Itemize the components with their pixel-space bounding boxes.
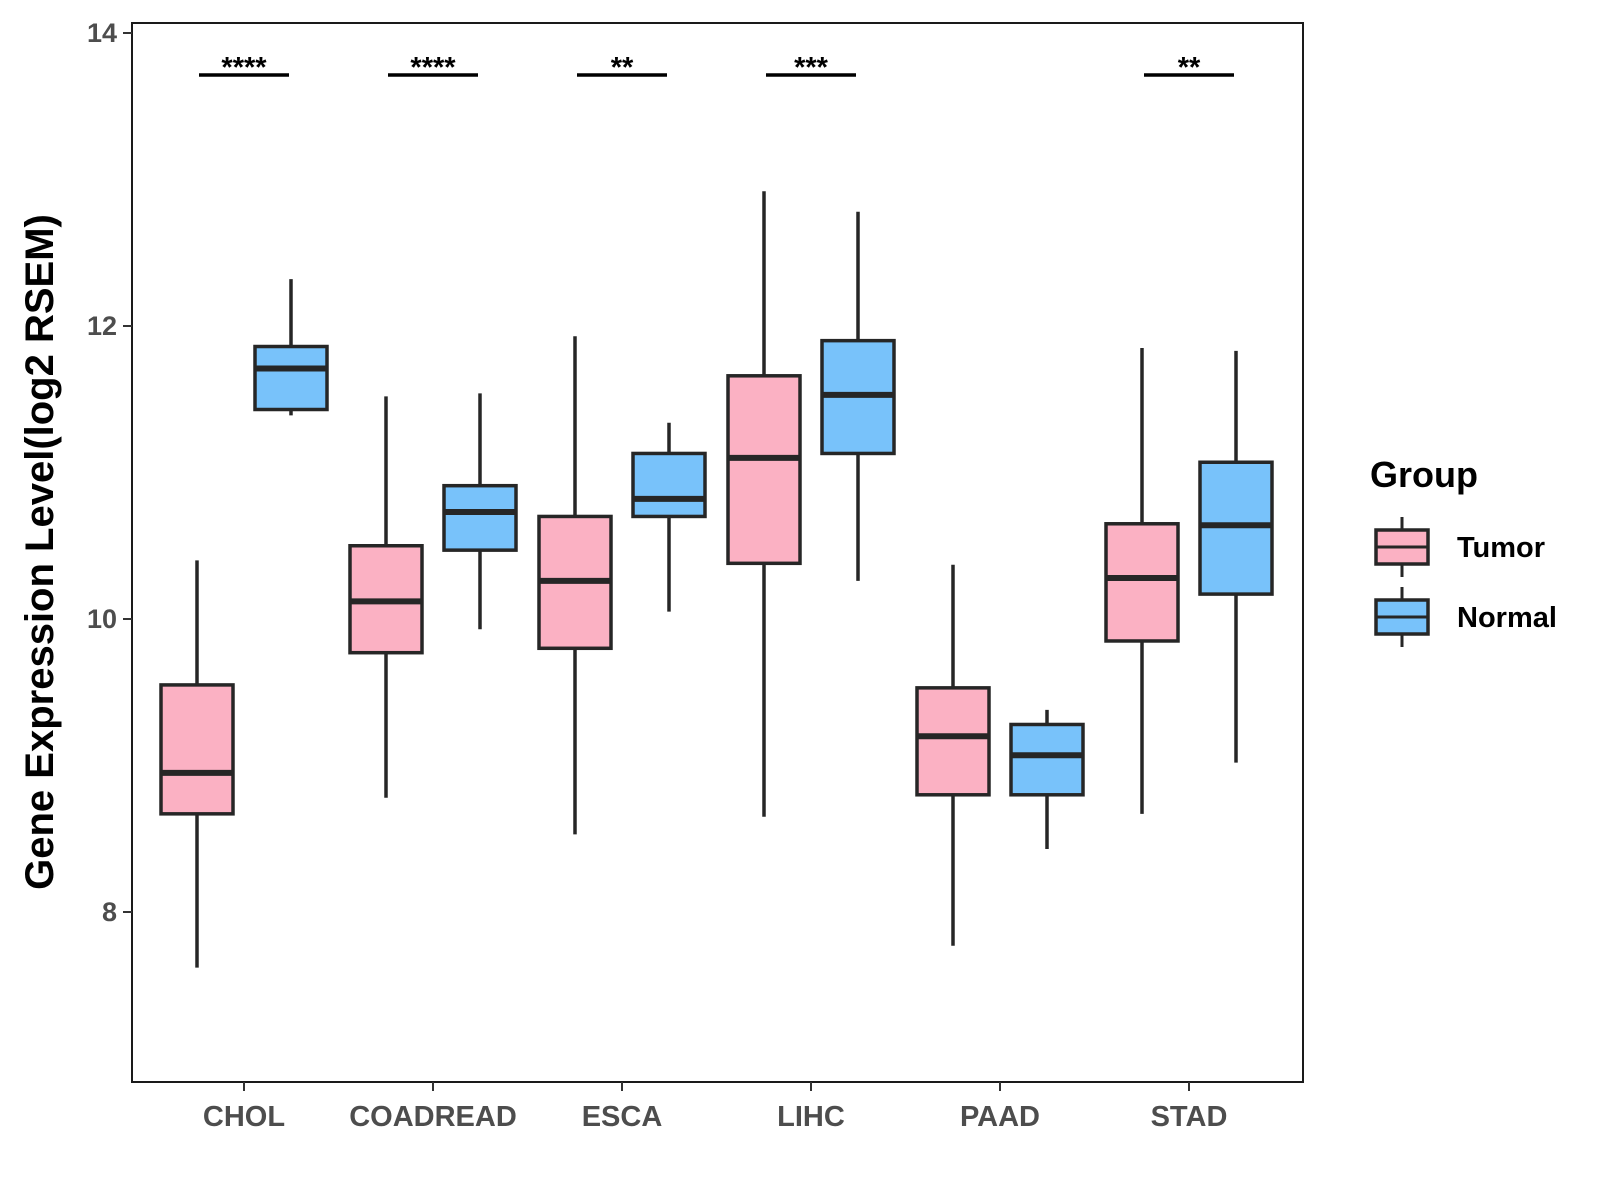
legend-item-tumor: Tumor bbox=[1374, 517, 1545, 577]
box-body bbox=[442, 483, 518, 552]
y-axis: 8 10 12 14 bbox=[87, 18, 132, 927]
box-normal-chol bbox=[253, 279, 329, 416]
box-tumor-paad bbox=[915, 564, 991, 946]
significance-annotations: **** **** ** *** ** bbox=[199, 52, 1234, 84]
legend-title: Group bbox=[1370, 454, 1478, 495]
legend-label: Normal bbox=[1457, 602, 1557, 634]
y-tick-label: 14 bbox=[87, 18, 117, 48]
x-tick-label: ESCA bbox=[582, 1101, 663, 1133]
significance-label: ** bbox=[611, 52, 634, 84]
box-body bbox=[159, 683, 235, 816]
box-body bbox=[631, 451, 707, 519]
significance-label: **** bbox=[221, 52, 267, 84]
box-body bbox=[915, 686, 991, 797]
x-tick-label: PAAD bbox=[960, 1101, 1040, 1133]
significance-label: **** bbox=[410, 52, 456, 84]
legend: Group Tumor Normal bbox=[1370, 454, 1557, 647]
box-tumor-coadread bbox=[348, 396, 424, 798]
box-normal-stad bbox=[1198, 350, 1274, 763]
y-tick-label: 12 bbox=[87, 311, 117, 341]
legend-item-normal: Normal bbox=[1374, 587, 1557, 647]
significance-label: *** bbox=[794, 52, 829, 84]
x-tick-label: LIHC bbox=[777, 1101, 845, 1133]
box-tumor-esca bbox=[537, 336, 613, 835]
y-tick-label: 10 bbox=[87, 604, 117, 634]
box-tumor-lihc bbox=[726, 191, 802, 817]
box-normal-coadread bbox=[442, 393, 518, 630]
legend-label: Tumor bbox=[1457, 532, 1545, 564]
x-tick-label: COADREAD bbox=[349, 1101, 517, 1133]
x-tick-label: CHOL bbox=[203, 1101, 285, 1133]
box-normal-esca bbox=[631, 422, 707, 612]
y-tick-label: 8 bbox=[102, 897, 117, 927]
significance-label: ** bbox=[1178, 52, 1201, 84]
box-body bbox=[726, 374, 802, 566]
boxes bbox=[159, 191, 1274, 968]
box-body bbox=[1009, 722, 1085, 797]
box-body bbox=[1104, 522, 1180, 643]
x-axis: CHOL COADREAD ESCA LIHC PAAD STAD bbox=[203, 1082, 1227, 1133]
y-axis-title: Gene Expression Level(log2 RSEM) bbox=[18, 214, 62, 890]
box-tumor-chol bbox=[159, 560, 235, 968]
box-normal-lihc bbox=[820, 211, 896, 581]
x-tick-label: STAD bbox=[1151, 1101, 1228, 1133]
box-body bbox=[253, 344, 329, 412]
box-normal-paad bbox=[1009, 709, 1085, 850]
box-tumor-stad bbox=[1104, 347, 1180, 814]
